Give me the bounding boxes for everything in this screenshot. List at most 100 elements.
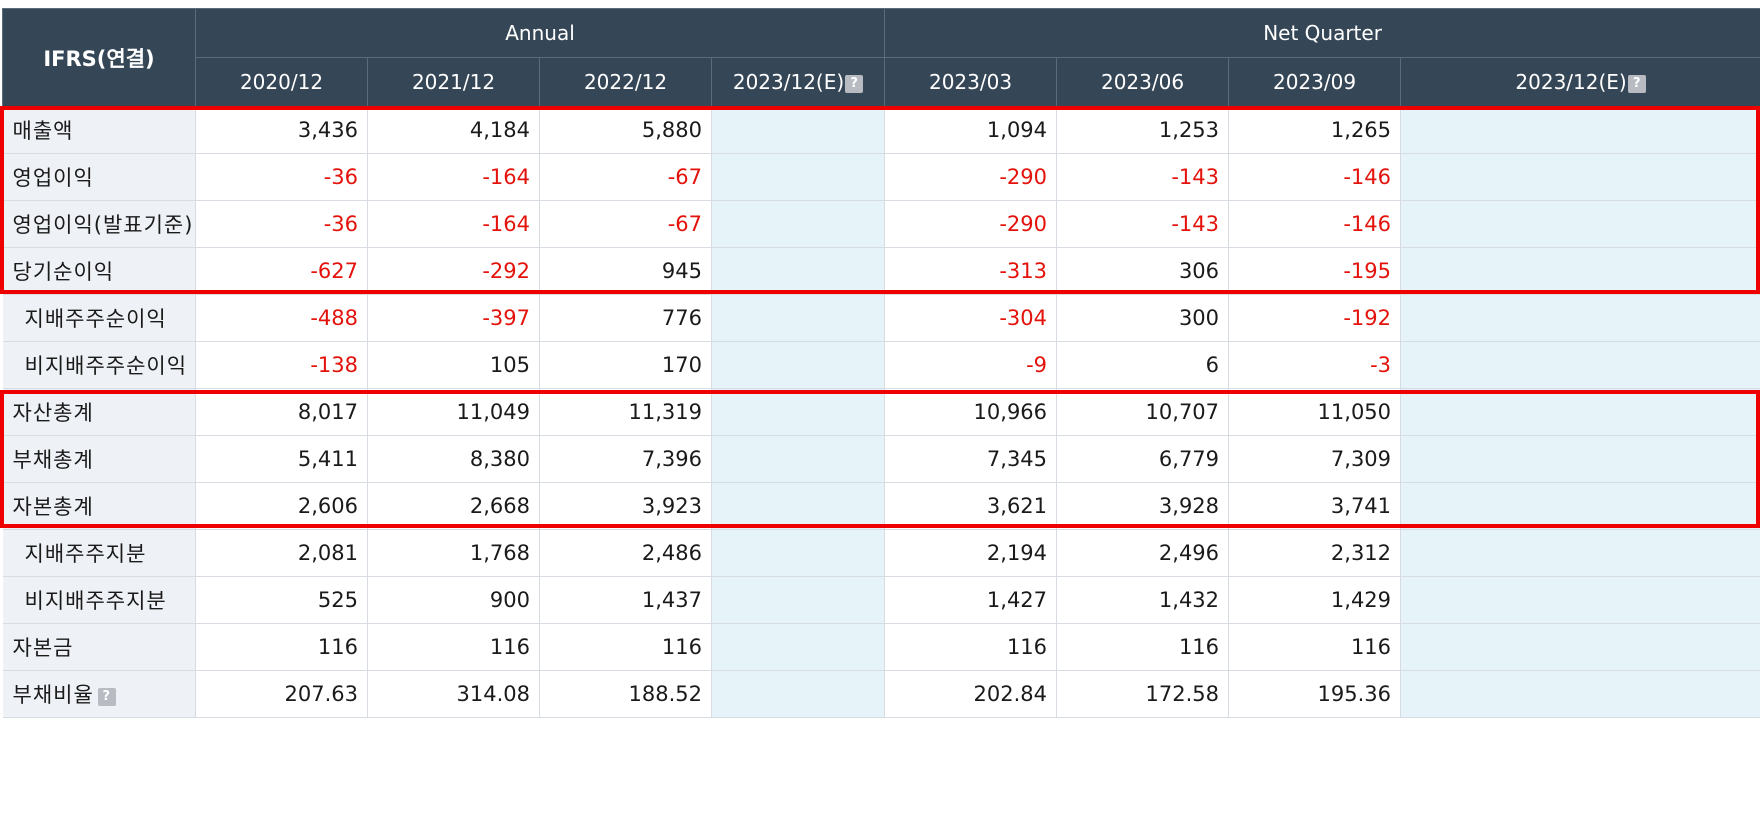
- row-label: 매출액: [2, 106, 196, 154]
- row-label-text: 비지배주주순이익: [24, 354, 188, 378]
- period-header-annual-2: 2022/12: [539, 57, 712, 107]
- value-cell: 1,429: [1228, 576, 1402, 624]
- estimate-cell: [1400, 435, 1760, 483]
- table-row: 지배주주지분 2,081 1,768 2,486 2,194 2,496 2,312: [2, 529, 1760, 577]
- estimate-cell: [1400, 341, 1760, 389]
- value-cell: 7,345: [884, 435, 1058, 483]
- value-cell: 116: [195, 623, 368, 671]
- value-cell: 8,380: [367, 435, 540, 483]
- value-cell: 1,437: [539, 576, 712, 624]
- value-cell: 300: [1056, 294, 1230, 342]
- value-cell: 207.63: [195, 670, 368, 718]
- value-cell: 5,880: [539, 106, 712, 154]
- value-cell: 116: [1228, 623, 1402, 671]
- value-cell: -290: [884, 153, 1058, 201]
- value-cell: -36: [195, 153, 368, 201]
- question-mark-help-icon[interactable]: ?: [97, 688, 116, 706]
- estimate-cell: [711, 247, 886, 295]
- value-cell: 3,928: [1056, 482, 1230, 530]
- value-cell: 1,094: [884, 106, 1058, 154]
- value-cell: 2,486: [539, 529, 712, 577]
- row-label: 당기순이익: [2, 247, 196, 295]
- estimate-cell: [711, 482, 886, 530]
- estimate-cell: [1400, 670, 1760, 718]
- value-cell: 314.08: [367, 670, 540, 718]
- value-cell: -397: [367, 294, 540, 342]
- value-cell: -9: [884, 341, 1058, 389]
- row-label: 지배주주순이익: [2, 294, 196, 342]
- value-cell: 1,432: [1056, 576, 1230, 624]
- row-label-text: 부채비율: [12, 683, 94, 707]
- value-cell: 900: [367, 576, 540, 624]
- net-quarter-group-header: Net Quarter: [884, 8, 1760, 58]
- annual-group-header: Annual: [194, 8, 886, 58]
- row-label: 영업이익(발표기준): [2, 200, 196, 248]
- value-cell: -164: [367, 153, 540, 201]
- value-cell: 2,081: [195, 529, 368, 577]
- period-header-label: 2022/12: [583, 70, 668, 94]
- estimate-cell: [1400, 294, 1760, 342]
- value-cell: 6: [1056, 341, 1230, 389]
- period-header-label: 2020/12: [239, 70, 324, 94]
- value-cell: 170: [539, 341, 712, 389]
- value-cell: -143: [1056, 153, 1230, 201]
- estimate-cell: [711, 153, 886, 201]
- period-header-quarter-7: 2023/12(E)?: [1400, 57, 1760, 107]
- value-cell: 11,319: [539, 388, 712, 436]
- value-cell: 525: [195, 576, 368, 624]
- value-cell: 4,184: [367, 106, 540, 154]
- table-row: 매출액 3,436 4,184 5,880 1,094 1,253 1,265: [2, 106, 1760, 154]
- value-cell: 2,194: [884, 529, 1058, 577]
- estimate-cell: [711, 388, 886, 436]
- estimate-cell: [1400, 153, 1760, 201]
- value-cell: 11,050: [1228, 388, 1402, 436]
- table-corner-label: IFRS(연결): [2, 8, 196, 107]
- value-cell: 195.36: [1228, 670, 1402, 718]
- value-cell: 116: [367, 623, 540, 671]
- value-cell: 188.52: [539, 670, 712, 718]
- financial-summary-table: IFRS(연결) Annual Net Quarter 2020/12 2021/…: [2, 8, 1760, 718]
- period-header-quarter-6: 2023/09: [1228, 57, 1402, 107]
- row-label: 부채비율?: [2, 670, 196, 718]
- table-row: 당기순이익 -627 -292 945 -313 306 -195: [2, 247, 1760, 295]
- table-row: 영업이익(발표기준) -36 -164 -67 -290 -143 -146: [2, 200, 1760, 248]
- value-cell: 1,265: [1228, 106, 1402, 154]
- value-cell: 11,049: [367, 388, 540, 436]
- row-label: 자본총계: [2, 482, 196, 530]
- value-cell: 1,768: [367, 529, 540, 577]
- table-row: 부채비율? 207.63 314.08 188.52 202.84 172.58 195.3…: [2, 670, 1760, 718]
- table-row: 자본금 116 116 116 116 116 116: [2, 623, 1760, 671]
- value-cell: 3,621: [884, 482, 1058, 530]
- estimate-cell: [1400, 200, 1760, 248]
- table-row: 영업이익 -36 -164 -67 -290 -143 -146: [2, 153, 1760, 201]
- row-label: 부채총계: [2, 435, 196, 483]
- period-header-annual-1: 2021/12: [367, 57, 540, 107]
- value-cell: 7,396: [539, 435, 712, 483]
- estimate-cell: [711, 670, 886, 718]
- estimate-cell: [1400, 623, 1760, 671]
- question-mark-help-icon[interactable]: ?: [1627, 75, 1646, 93]
- value-cell: -67: [539, 153, 712, 201]
- row-label: 비지배주주순이익: [2, 341, 196, 389]
- value-cell: 116: [884, 623, 1058, 671]
- table-row: 부채총계 5,411 8,380 7,396 7,345 6,779 7,309: [2, 435, 1760, 483]
- value-cell: -164: [367, 200, 540, 248]
- estimate-cell: [1400, 247, 1760, 295]
- table-row: 비지배주주순이익 -138 105 170 -9 6 -3: [2, 341, 1760, 389]
- table-row: 지배주주순이익 -488 -397 776 -304 300 -192: [2, 294, 1760, 342]
- estimate-cell: [1400, 529, 1760, 577]
- row-label-text: 비지배주주지분: [24, 589, 167, 613]
- estimate-cell: [711, 294, 886, 342]
- value-cell: 202.84: [884, 670, 1058, 718]
- value-cell: -143: [1056, 200, 1230, 248]
- row-label-text: 자본금: [12, 636, 74, 660]
- estimate-cell: [711, 106, 886, 154]
- value-cell: -67: [539, 200, 712, 248]
- estimate-cell: [1400, 106, 1760, 154]
- period-header-label: 2023/09: [1272, 70, 1357, 94]
- value-cell: 116: [539, 623, 712, 671]
- row-label: 비지배주주지분: [2, 576, 196, 624]
- estimate-cell: [1400, 576, 1760, 624]
- question-mark-help-icon[interactable]: ?: [845, 75, 864, 93]
